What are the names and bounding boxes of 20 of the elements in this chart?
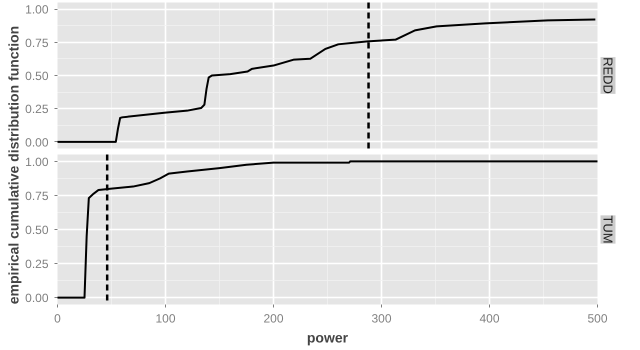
y-tick-label: 0.25 (25, 257, 49, 272)
y-tick-label: 0.25 (25, 102, 49, 116)
x-axis-title: power (306, 330, 349, 346)
x-tick-label: 200 (263, 312, 284, 326)
y-tick-label: 0.00 (25, 291, 49, 306)
x-tick-label: 500 (587, 312, 608, 326)
y-tick-label: 0.75 (25, 36, 49, 50)
x-tick-label: 100 (155, 312, 176, 326)
y-axis-title: empirical cumulative distribution function (6, 26, 22, 304)
text: REDD (600, 57, 616, 94)
y-tick-label: 1.00 (25, 154, 49, 169)
y-tick-label: 0.00 (25, 135, 49, 150)
y-tick-label: 0.50 (25, 223, 49, 237)
y-tick-label: 0.50 (25, 69, 49, 83)
y-tick-label: 0.75 (25, 188, 49, 203)
text: TUM (600, 215, 616, 244)
x-tick-label: 0 (54, 312, 62, 326)
x-tick-label: 300 (371, 312, 392, 326)
y-tick-label: 1.00 (25, 2, 49, 17)
x-tick-label: 400 (479, 312, 500, 326)
